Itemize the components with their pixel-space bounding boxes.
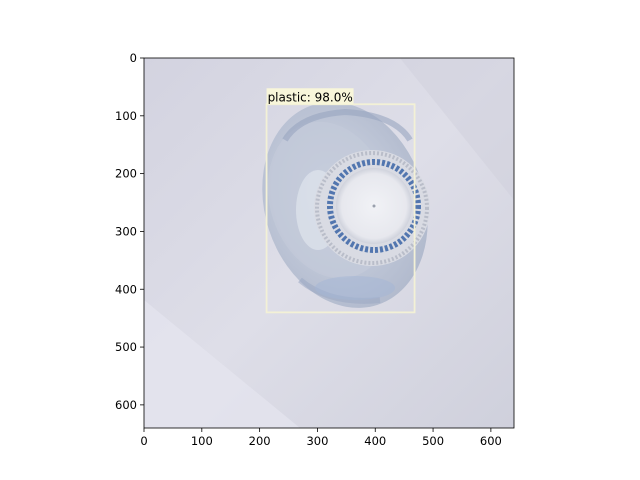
y-tick-label: 100: [115, 109, 137, 123]
detection: plastic: 98.0%: [265, 88, 416, 314]
y-axis: 0 100 200 300 400 500 600: [115, 51, 144, 412]
y-tick-label: 600: [115, 398, 137, 412]
detection-label: plastic: 98.0%: [268, 90, 353, 104]
axes-frame: [143, 57, 515, 429]
x-tick-label: 500: [422, 434, 444, 448]
y-tick-label: 300: [115, 224, 137, 238]
x-tick-label: 0: [140, 434, 147, 448]
x-tick-label: 100: [191, 434, 213, 448]
y-tick-label: 400: [115, 282, 137, 296]
x-axis: 0 100 200 300 400 500 600: [140, 428, 502, 448]
photo-image: [144, 58, 514, 428]
y-tick-label: 500: [115, 340, 137, 354]
x-tick-label: 200: [249, 434, 271, 448]
y-tick-label: 200: [115, 167, 137, 181]
x-tick-label: 300: [306, 434, 328, 448]
x-tick-label: 400: [364, 434, 386, 448]
bottle-cap: [314, 150, 430, 266]
detection-label-background: [266, 88, 354, 105]
x-tick-label: 600: [480, 434, 502, 448]
y-tick-label: 0: [130, 51, 137, 65]
